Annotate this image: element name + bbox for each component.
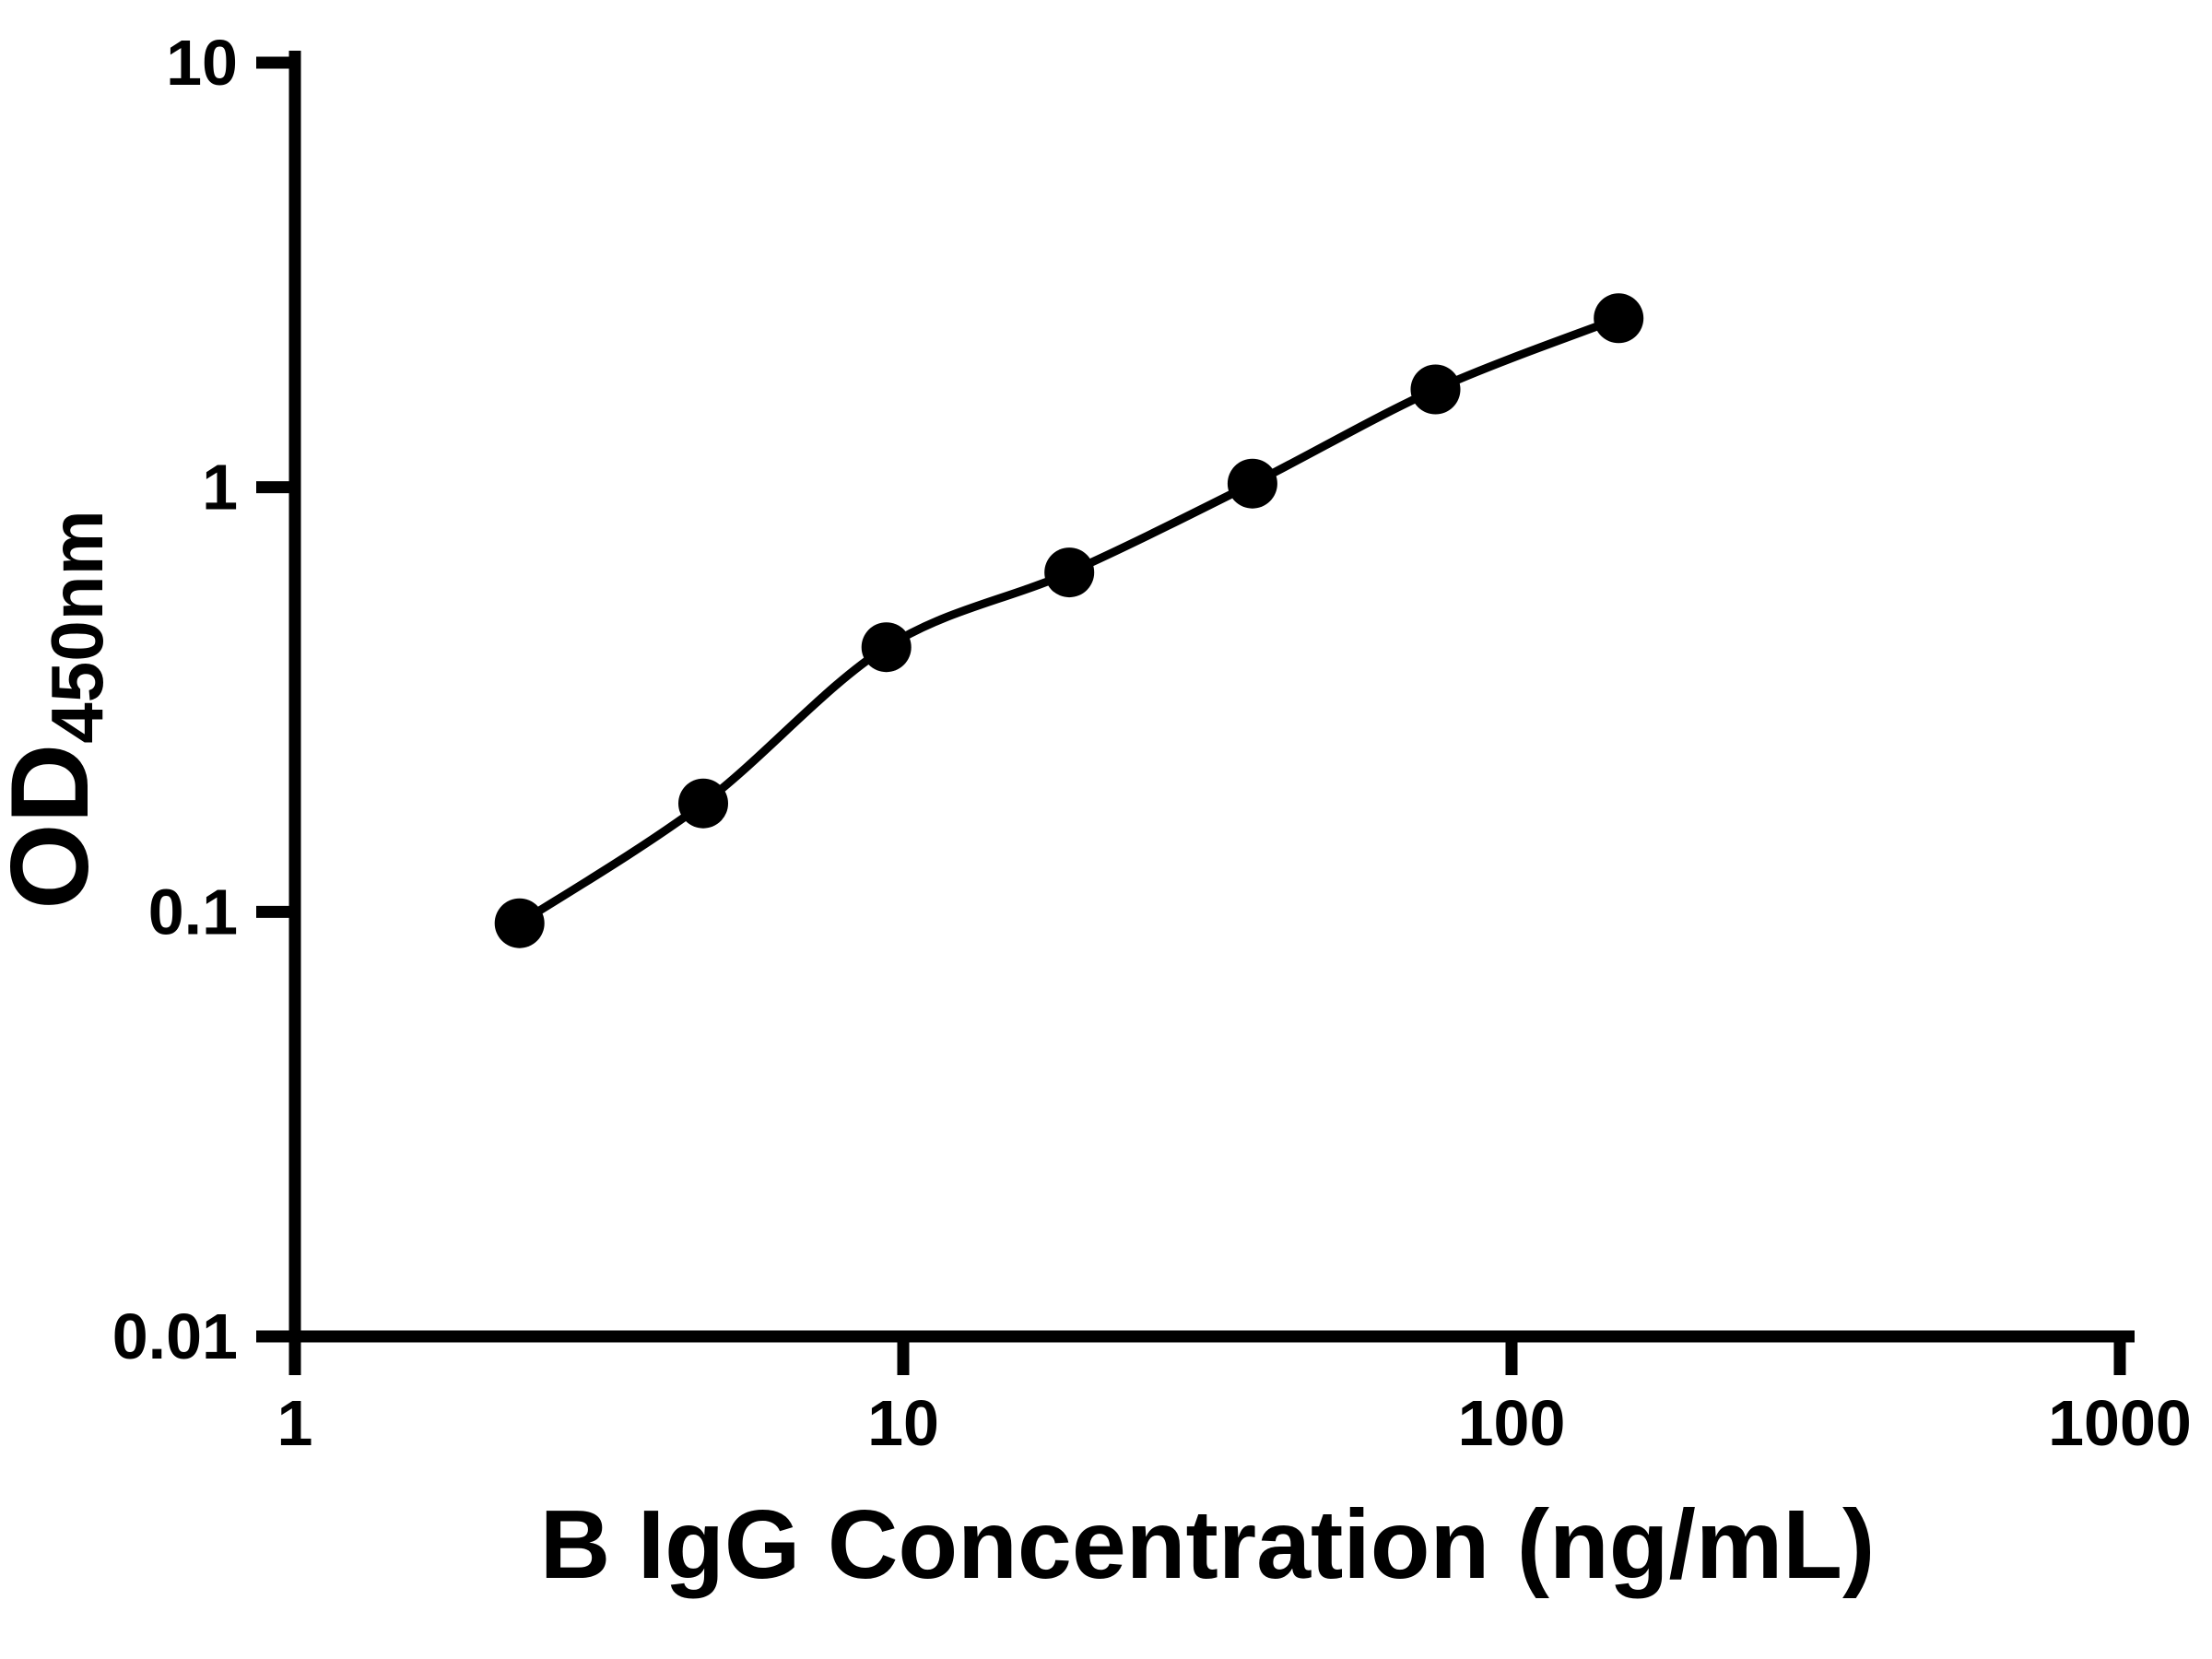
y-axis-title-subscript: 450nm bbox=[36, 510, 118, 743]
data-point bbox=[1044, 547, 1095, 598]
x-tick-label: 1000 bbox=[2048, 1387, 2192, 1459]
data-point bbox=[1227, 458, 1277, 509]
data-point bbox=[1410, 364, 1461, 415]
y-tick-label: 10 bbox=[166, 27, 238, 99]
data-point bbox=[861, 622, 912, 673]
y-tick-label: 1 bbox=[202, 452, 238, 524]
x-tick-label: 10 bbox=[867, 1387, 939, 1459]
fit-curve bbox=[515, 313, 1623, 928]
data-point bbox=[678, 778, 728, 829]
data-point bbox=[1594, 293, 1644, 344]
x-tick-label: 100 bbox=[1458, 1387, 1566, 1459]
y-tick-label: 0.1 bbox=[148, 876, 238, 947]
y-tick-label: 0.01 bbox=[112, 1300, 238, 1372]
x-axis-title: B IgG Concentration (ng/mL) bbox=[540, 1490, 1876, 1599]
y-axis-title: OD450nm bbox=[0, 510, 118, 909]
data-point bbox=[494, 898, 545, 948]
y-axis-title-main: OD bbox=[0, 744, 112, 910]
x-tick-label: 1 bbox=[277, 1387, 313, 1459]
